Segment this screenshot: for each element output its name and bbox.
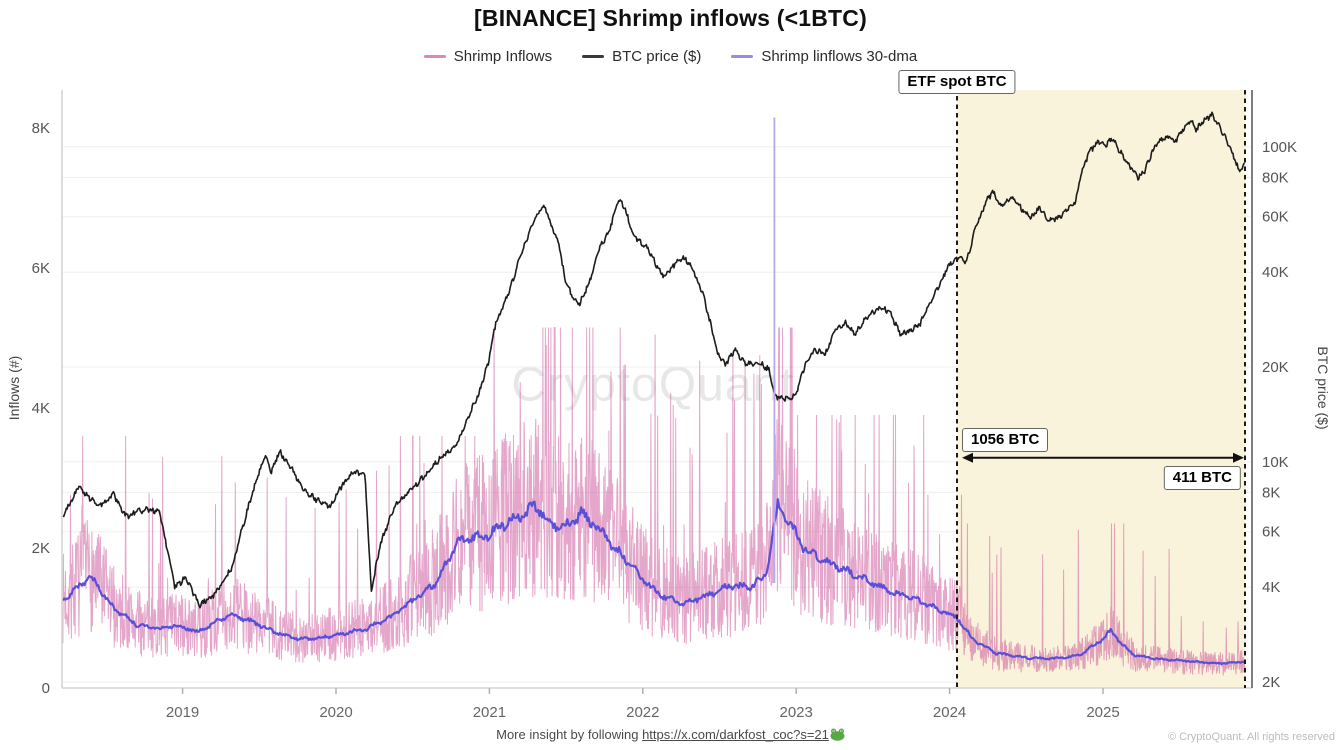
arrowhead-left-icon <box>962 452 973 463</box>
legend-label: Shrimp Inflows <box>453 48 553 65</box>
series-shrimp-inflows-30dma <box>62 498 1245 666</box>
series-btc-price <box>62 111 1245 609</box>
btc-411-label: 411 BTC <box>1163 466 1241 490</box>
y-right-tick-label: 8K <box>1262 484 1280 501</box>
x-tick-label: 2022 <box>626 704 659 721</box>
legend-item-shrimp-inflows[interactable]: Shrimp Inflows <box>423 48 553 65</box>
y-right-tick-label: 40K <box>1262 264 1289 281</box>
y-right-tick-label: 4K <box>1262 579 1280 596</box>
legend: Shrimp Inflows BTC price ($) Shrimp linf… <box>0 48 1341 65</box>
y-left-tick-label: 8K <box>32 120 50 137</box>
legend-label: Shrimp linflows 30-dma <box>761 48 918 65</box>
x-tick-label: 2019 <box>166 704 199 721</box>
series-shrimp-inflows <box>62 327 1246 676</box>
left-axis-title: Inflows (#) <box>6 355 22 421</box>
x-tick-label: 2024 <box>933 704 966 721</box>
footer-text: More insight by following <box>496 727 643 742</box>
tick-labels: 0 2K 4K 6K 8K 2K 4K 6K 8K 10K 20K 40K 60K 80K 100K 2019… <box>32 120 1297 721</box>
right-axis-title: BTC price ($) <box>1315 346 1331 430</box>
y-left-tick-label: 4K <box>32 400 50 417</box>
x-tick-label: 2021 <box>473 704 506 721</box>
frog-emoji-icon <box>830 728 845 741</box>
footer-link[interactable]: https://x.com/darkfost_coc?s=21 <box>642 727 829 742</box>
shrimp-inflows-swatch-icon <box>423 55 446 58</box>
legend-label: BTC price ($) <box>612 48 702 65</box>
legend-item-30dma[interactable]: Shrimp linflows 30-dma <box>731 48 917 65</box>
x-tick-label: 2023 <box>780 704 813 721</box>
y-right-tick-label: 6K <box>1262 524 1280 541</box>
x-tick-label: 2025 <box>1086 704 1119 721</box>
y-right-tick-label: 80K <box>1262 169 1289 186</box>
etf-region-shade <box>957 90 1246 688</box>
y-right-tick-label: 60K <box>1262 209 1289 226</box>
page-title: [BINANCE] Shrimp inflows (<1BTC) <box>474 5 867 31</box>
x-tick-label: 2020 <box>319 704 352 721</box>
legend-item-btc-price[interactable]: BTC price ($) <box>582 48 701 65</box>
footer: More insight by following https://x.com/… <box>0 727 1341 742</box>
y-right-tick-label: 100K <box>1262 139 1297 156</box>
etf-spot-btc-label: ETF spot BTC <box>898 70 1016 94</box>
btc-price-swatch-icon <box>582 55 605 58</box>
arrowhead-right-icon <box>1233 452 1244 463</box>
y-left-tick-label: 2K <box>32 540 50 557</box>
btc-1056-label: 1056 BTC <box>962 428 1049 452</box>
y-right-tick-label: 10K <box>1262 454 1289 471</box>
y-left-tick-label: 0 <box>42 680 50 697</box>
copyright-notice: © CryptoQuant. All rights reserved <box>1167 731 1335 743</box>
y-right-tick-label: 20K <box>1262 359 1289 376</box>
dma-swatch-icon <box>731 55 754 58</box>
y-right-tick-label: 2K <box>1262 674 1280 691</box>
y-left-tick-label: 6K <box>32 260 50 277</box>
series-group <box>62 111 1246 676</box>
